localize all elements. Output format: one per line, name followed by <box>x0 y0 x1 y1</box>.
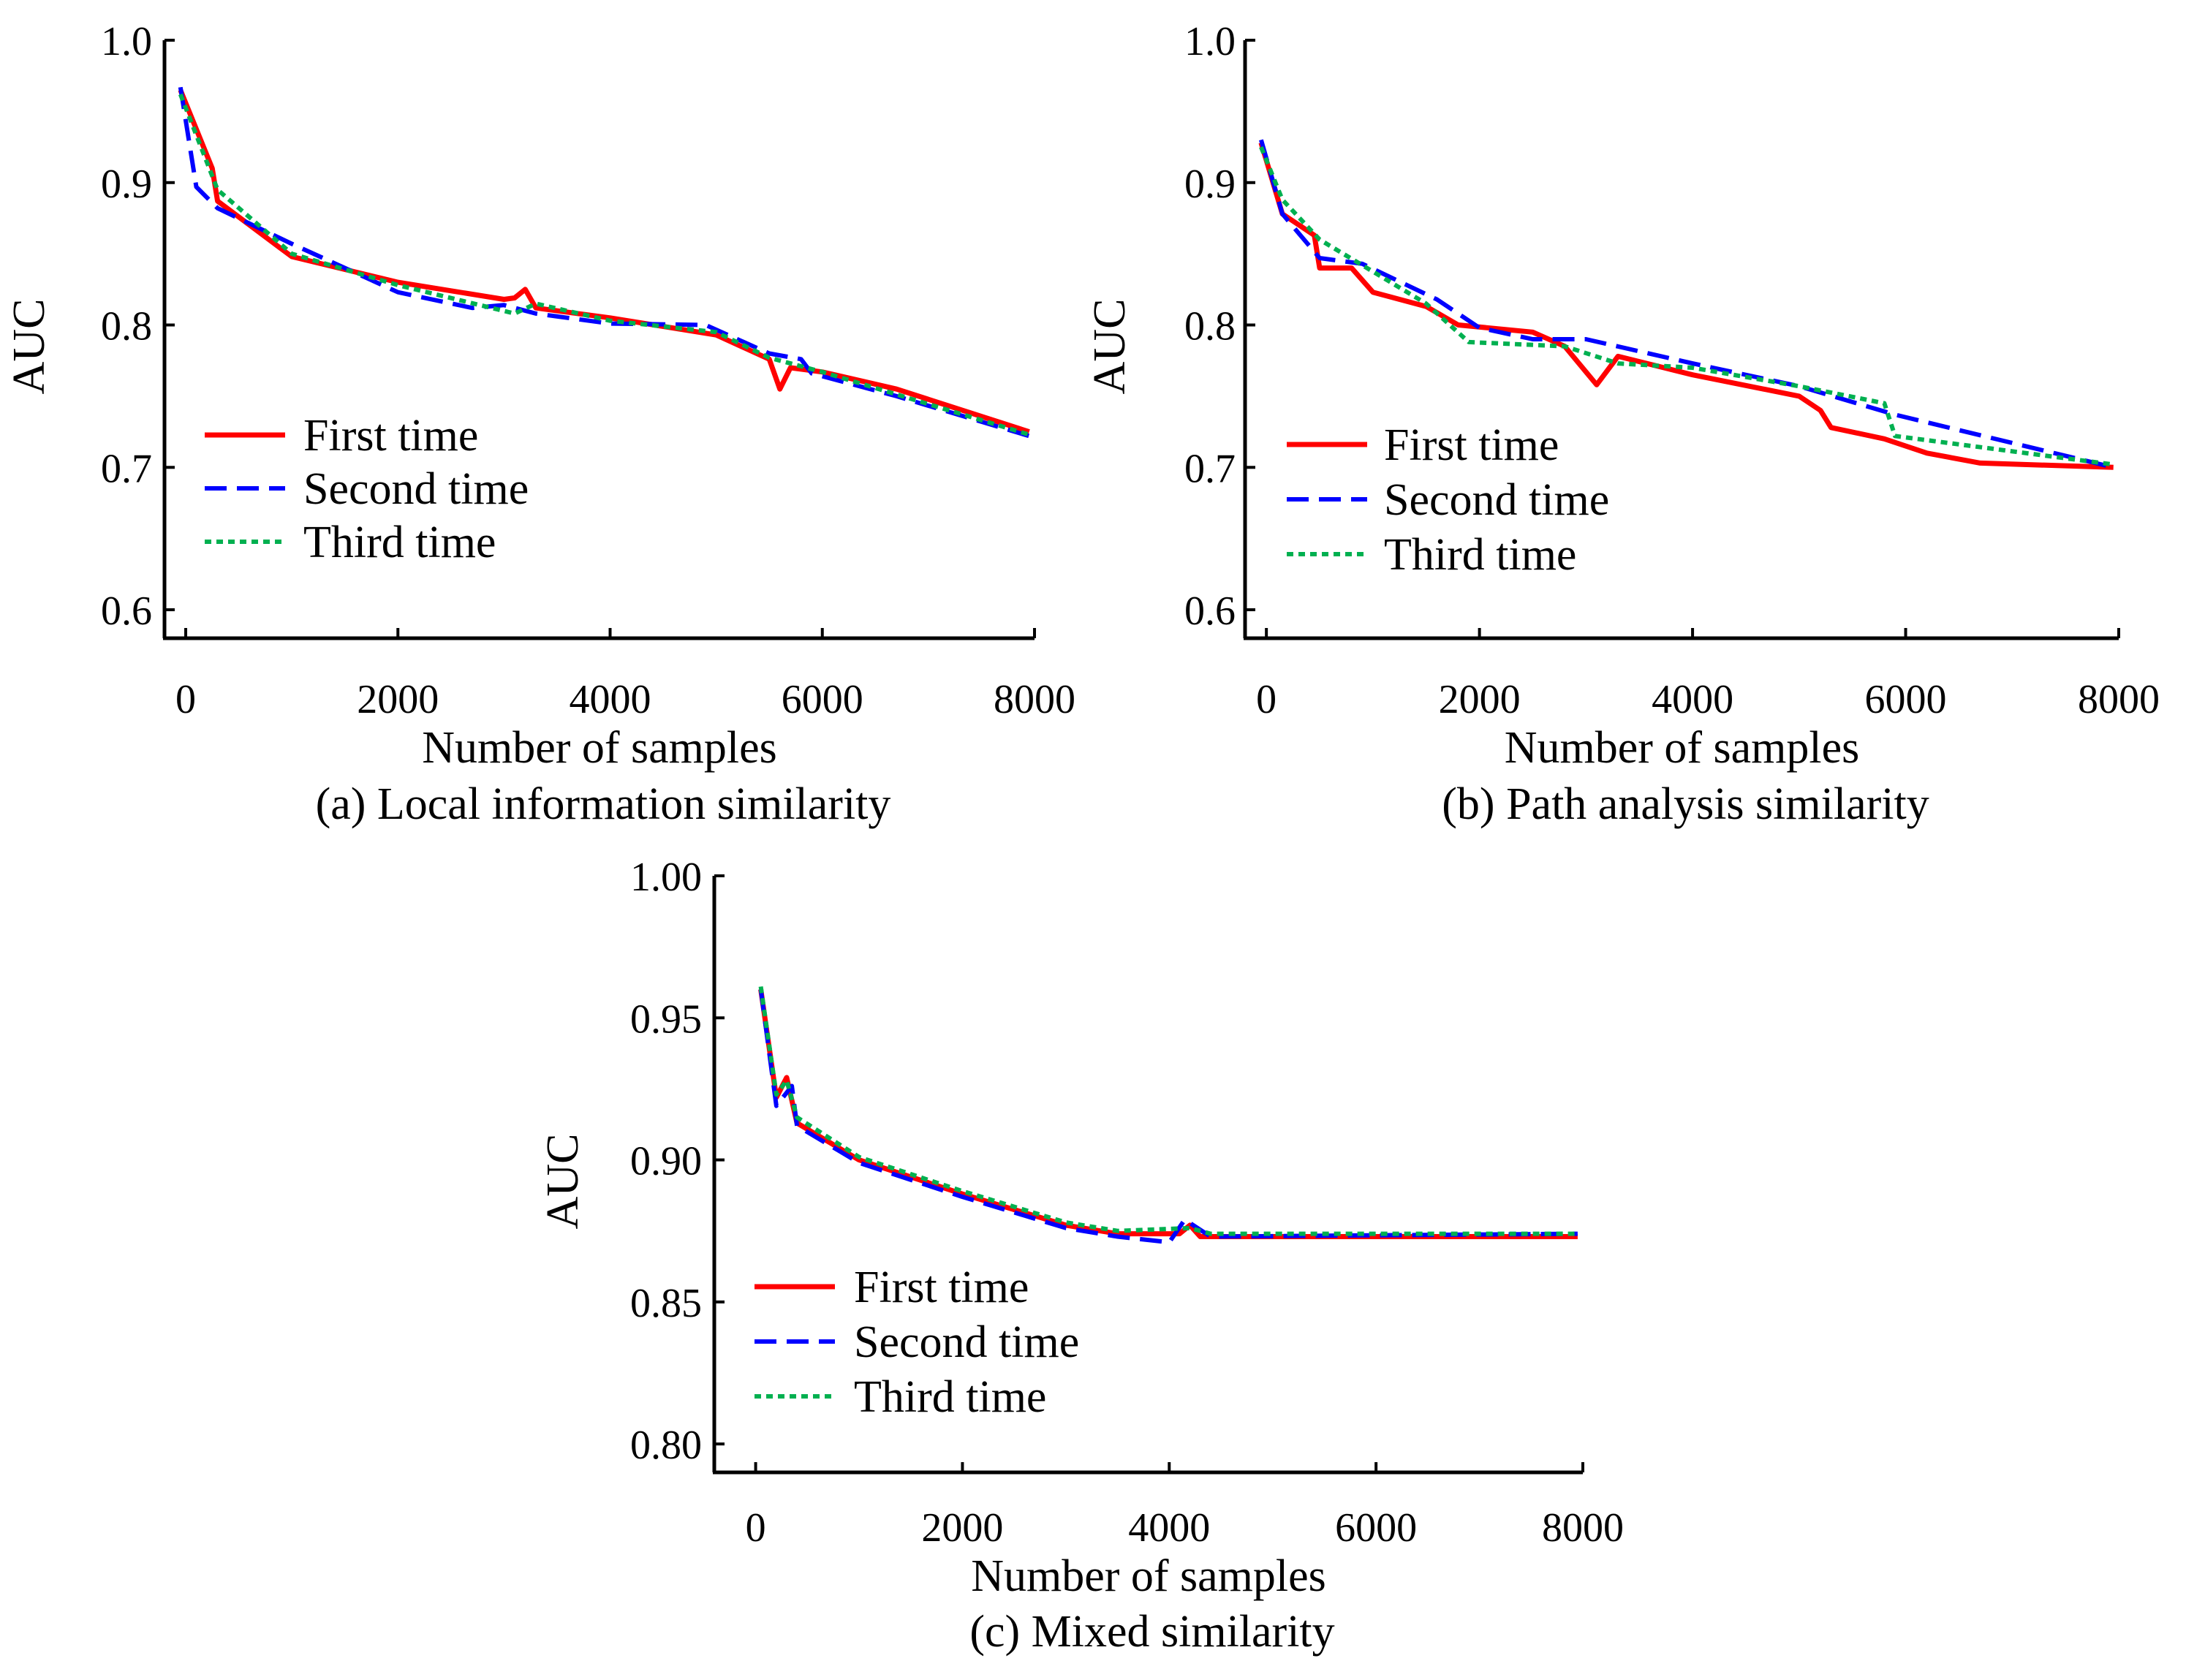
series-line-second-time <box>758 989 1578 1245</box>
legend-label: First time <box>1384 420 1559 470</box>
series-line-second-time <box>178 86 1030 439</box>
chart-panel-1: 0.6 0.7 0.8 0.9 1.0 0 2000 4000 6000 8000 First ti… <box>1085 19 2160 829</box>
x-tick-label: 2000 <box>921 1505 1003 1551</box>
y-tick-label: 1.00 <box>630 855 702 900</box>
panel-caption: (b) Path analysis similarity <box>1442 779 1929 829</box>
y-tick-label: 0.90 <box>630 1139 702 1184</box>
legend-label: Second time <box>854 1317 1079 1367</box>
y-tick-label: 0.80 <box>630 1423 702 1468</box>
legend-label: Second time <box>303 464 529 514</box>
series-line-third-time <box>178 93 1030 437</box>
series-line-first-time <box>178 88 1030 434</box>
x-tick-label: 4000 <box>1128 1505 1210 1551</box>
x-tick-label: 0 <box>746 1505 766 1551</box>
y-tick-label: 0.6 <box>101 589 152 634</box>
x-axis-label: Number of samples <box>971 1551 1326 1601</box>
y-tick-label: 0.8 <box>1184 304 1236 349</box>
y-tick-label: 0.6 <box>1184 589 1236 634</box>
panel-caption: (a) Local information similarity <box>316 779 891 829</box>
x-axis-label: Number of samples <box>422 723 777 773</box>
panel-caption: (c) Mixed similarity <box>969 1607 1334 1657</box>
y-axis-label: AUC <box>4 299 54 395</box>
x-tick-label: 6000 <box>1335 1505 1417 1551</box>
legend-label: First time <box>303 411 478 461</box>
y-tick-label: 0.8 <box>101 304 152 349</box>
x-tick-label: 0 <box>1256 677 1277 722</box>
x-tick-label: 8000 <box>2078 677 2160 722</box>
y-tick-label: 0.7 <box>101 446 152 491</box>
y-axis-label: AUC <box>1085 299 1135 395</box>
legend-label: First time <box>854 1263 1029 1312</box>
x-tick-label: 6000 <box>782 677 863 722</box>
y-tick-label: 0.9 <box>1184 162 1236 207</box>
legend-label: Third time <box>1384 530 1576 580</box>
y-tick-label: 0.95 <box>630 996 702 1042</box>
legend-label: Third time <box>854 1372 1046 1422</box>
legend-label: Third time <box>303 518 496 567</box>
x-axis-label: Number of samples <box>1505 723 1860 773</box>
x-tick-label: 6000 <box>1865 677 1947 722</box>
legend-label: Second time <box>1384 475 1609 525</box>
x-tick-label: 2000 <box>357 677 439 722</box>
y-tick-label: 0.85 <box>630 1281 702 1326</box>
x-tick-label: 2000 <box>1439 677 1521 722</box>
x-tick-label: 4000 <box>1652 677 1733 722</box>
x-tick-label: 8000 <box>994 677 1075 722</box>
y-tick-label: 1.0 <box>1184 19 1236 64</box>
chart-panel-2: 0.80 0.85 0.90 0.95 1.00 0 2000 4000 6000 8000 Fir… <box>538 855 1624 1657</box>
x-tick-label: 8000 <box>1542 1505 1624 1551</box>
y-axis-label: AUC <box>538 1134 588 1230</box>
y-tick-label: 0.7 <box>1184 446 1236 491</box>
x-tick-label: 0 <box>175 677 196 722</box>
y-tick-label: 1.0 <box>101 19 152 64</box>
y-tick-label: 0.9 <box>101 162 152 207</box>
series-line-first-time <box>1258 142 2114 470</box>
chart-panel-0: 0.6 0.7 0.8 0.9 1.0 0 2000 4000 6000 8000 First ti… <box>4 19 1075 829</box>
x-tick-label: 4000 <box>570 677 651 722</box>
series-line-third-time <box>758 986 1578 1236</box>
